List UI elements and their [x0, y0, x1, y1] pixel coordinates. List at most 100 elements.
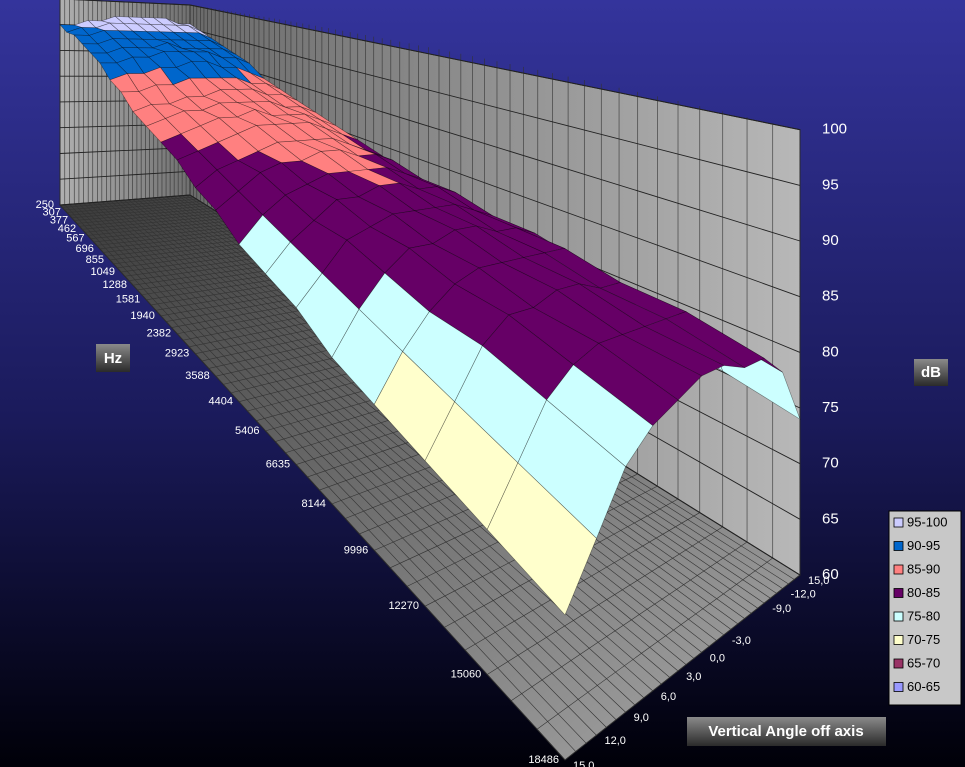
legend-label: 90-95	[907, 538, 940, 553]
labels: 60 65 70 75 80 85 90 95 100 250307377462567696855…	[36, 121, 847, 767]
floor-grid-line	[62, 196, 194, 208]
legend-swatch	[893, 517, 904, 528]
x-tick-label: 855	[86, 254, 104, 266]
z-tick-label: 80	[822, 343, 839, 360]
legend-swatch	[893, 611, 904, 622]
z-tick-label: 75	[822, 399, 839, 416]
floor-grid-line	[64, 204, 576, 752]
floor-grid-line	[69, 204, 587, 744]
y-tick-label: 6,0	[661, 691, 676, 703]
x-tick-label: 9996	[344, 544, 368, 556]
x-tick-label: 1049	[90, 266, 114, 278]
y-tick-label: 0,0	[710, 652, 725, 664]
x-tick-label: 1581	[116, 294, 140, 306]
floor-grid-line	[79, 212, 220, 227]
floor-grid-line	[564, 574, 801, 761]
floor-grid-line	[92, 202, 636, 706]
floor-grid-line	[99, 231, 250, 250]
x-axis-title-text: Hz	[104, 350, 122, 367]
floor-grid-line	[69, 203, 204, 216]
floor-grid-line	[96, 228, 245, 246]
legend-swatch	[893, 588, 904, 598]
z-tick-label: 65	[822, 510, 839, 527]
legend: 60-65 65-70 70-75 75-80 80-85 85-90 90-95 95-10…	[888, 510, 962, 706]
y-tick-label: 12,0	[604, 735, 625, 747]
legend-swatch	[893, 541, 904, 551]
floor-grid-line	[76, 210, 216, 224]
x-axis-title: Hz	[96, 344, 130, 372]
y-tick-label: 3,0	[686, 671, 701, 683]
x-tick-label: 6635	[266, 458, 290, 470]
surface	[59, 16, 801, 616]
x-tick-label: 567	[66, 233, 84, 245]
title-box	[914, 359, 948, 386]
legend-swatch	[893, 635, 904, 645]
x-tick-label: 1940	[130, 310, 154, 322]
legend-label: 75-80	[907, 608, 940, 623]
floor-grid-line	[83, 202, 617, 720]
legend-label: 95-100	[907, 514, 947, 529]
z-tick-label: 90	[822, 232, 839, 249]
floor-grid-line	[64, 198, 197, 211]
z-tick-label: 70	[822, 455, 839, 472]
floor-grid-line	[115, 200, 679, 672]
x-tick-label: 377	[50, 214, 68, 226]
floor-grid-line	[93, 225, 241, 243]
title-box	[687, 717, 886, 746]
x-tick-label: 5406	[235, 425, 259, 437]
y-tick-label: -3,0	[732, 635, 751, 647]
floor-grid-line	[74, 203, 597, 736]
legend-label: 65-70	[907, 655, 940, 670]
x-tick-label: 18486	[528, 754, 559, 766]
y-axis-title: Vertical Angle off axis	[687, 717, 886, 746]
floor-grid-line	[74, 208, 212, 221]
floor-grid-line	[82, 215, 224, 230]
legend-label: 80-85	[907, 585, 940, 600]
legend-label: 85-90	[907, 561, 940, 576]
floor-grid-line	[84, 217, 228, 233]
surface-cell	[486, 462, 597, 616]
x-tick-label: 12270	[388, 600, 419, 612]
x-tick-label: 8144	[301, 498, 325, 510]
x-tick-label: 462	[58, 223, 76, 235]
y-axis-title-text: Vertical Angle off axis	[708, 723, 863, 740]
floor-grid-line	[464, 512, 700, 651]
floor-grid-line	[510, 541, 748, 702]
floor-grid-line	[59, 204, 566, 761]
x-tick-label: 250	[36, 199, 54, 211]
floor-grid-line	[66, 201, 201, 213]
floor-grid-line	[71, 205, 208, 219]
legend-label: 70-75	[907, 632, 940, 647]
z-tick-label: 95	[822, 176, 839, 193]
floor-grid-line	[87, 220, 232, 236]
z-tick-label: 100	[822, 121, 847, 138]
z-axis-title-text: dB	[921, 364, 941, 381]
floor-grid-line	[90, 223, 236, 239]
floor-grid-line	[97, 201, 645, 699]
floor-grid-line	[536, 557, 773, 730]
y-tick-label: 15,0	[573, 760, 594, 767]
title-box	[96, 344, 130, 372]
x-tick-label: 4404	[209, 396, 233, 408]
floor-grid-line	[87, 202, 626, 713]
grid-line	[73, 0, 801, 131]
floor-grid-line	[78, 203, 607, 728]
legend-swatch	[893, 564, 904, 575]
z-tick-label: 60	[822, 566, 839, 583]
legend-label: 60-65	[907, 679, 940, 694]
y-tick-label: -9,0	[772, 603, 791, 615]
legend-swatch	[893, 658, 904, 669]
x-tick-label: 3588	[185, 370, 209, 382]
x-tick-label: 2923	[165, 348, 189, 360]
legend-swatch	[893, 682, 904, 692]
x-tick-label: 15060	[451, 668, 482, 680]
y-tick-label: 9,0	[634, 712, 649, 724]
y-tick-label: -12,0	[791, 589, 816, 601]
x-tick-label: 2382	[147, 328, 171, 340]
y-tick-label: 15,0	[808, 575, 829, 587]
floor-grid-line	[487, 526, 723, 675]
z-axis-title: dB	[914, 359, 948, 386]
x-tick-label: 307	[42, 206, 60, 218]
